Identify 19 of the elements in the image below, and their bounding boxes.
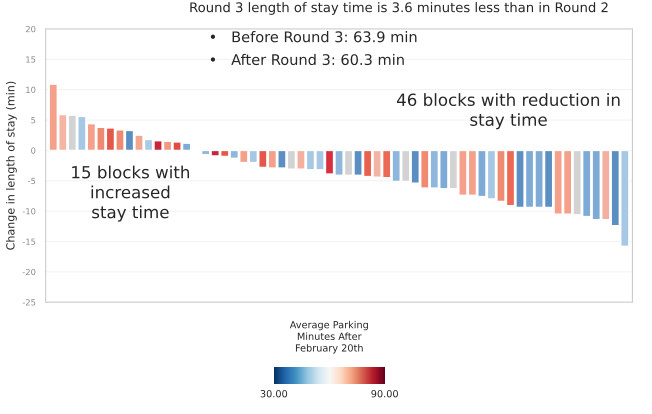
y-tick-label: 5 — [31, 117, 36, 124]
y-tick-label: 10 — [26, 86, 36, 93]
y-tick-label: -25 — [22, 299, 36, 306]
color-bar-title: Average Parking Minutes After February 20th — [290, 320, 368, 354]
y-tick-label: -10 — [22, 208, 36, 214]
color-bar-label: 30.00 — [260, 390, 288, 398]
y-tick-label: 15 — [26, 56, 36, 63]
y-tick-label: -20 — [22, 268, 36, 276]
annotation: 46 blocks with reduction in stay time — [396, 93, 620, 130]
annotation: 15 blocks with increased stay time — [72, 166, 190, 222]
annotation: • Before Round 3: 63.9 min — [210, 31, 416, 42]
y-axis-title: Change in length of stay (min) — [6, 82, 17, 250]
y-tick-label: 0 — [31, 147, 36, 154]
y-tick-label: -5 — [28, 178, 36, 184]
color-bar-label: 90.00 — [371, 390, 398, 398]
annotation: • After Round 3: 60.3 min — [210, 54, 404, 66]
y-tick-label: 20 — [26, 26, 36, 32]
chart-title: Round 3 length of stay time is 3.6 minutes less than in Round 2 — [190, 2, 608, 15]
y-tick-label: -15 — [22, 238, 36, 245]
